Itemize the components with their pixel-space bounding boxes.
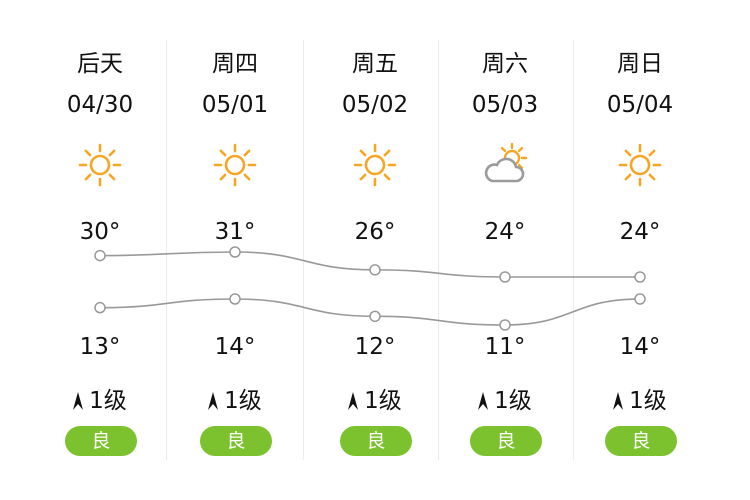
- day-column: 周四 05/01 31° 14° 1级 良: [167, 0, 303, 500]
- sunny-icon: [615, 140, 665, 190]
- wind-text: 1级: [89, 388, 127, 414]
- day-column: 后天 04/30 30° 13° 1级 良: [32, 0, 168, 500]
- wind-level: 1级: [572, 381, 708, 415]
- wind-level: 1级: [437, 381, 573, 415]
- aqi-badge: 良: [470, 426, 542, 456]
- low-temp: 14°: [214, 334, 256, 360]
- date-label: 05/01: [201, 92, 269, 118]
- day-column: 周日 05/04 24° 14° 1级 良: [572, 0, 708, 500]
- aqi-badge: 良: [200, 426, 272, 456]
- wind-text: 1级: [364, 388, 402, 414]
- wind-level: 1级: [307, 381, 443, 415]
- low-temp: 11°: [484, 334, 526, 360]
- wind-direction-icon: [613, 392, 624, 410]
- sunny-icon: [210, 140, 260, 190]
- low-temp: 12°: [354, 334, 396, 360]
- divider: [166, 40, 167, 460]
- low-temp: 14°: [619, 334, 661, 360]
- low-temp-point: [499, 319, 511, 331]
- high-temp: 31°: [214, 219, 256, 245]
- date-label: 05/04: [606, 92, 674, 118]
- wind-text: 1级: [224, 388, 262, 414]
- aqi-badge: 良: [65, 426, 137, 456]
- wind-text: 1级: [494, 388, 532, 414]
- day-label: 周五: [352, 51, 398, 77]
- high-temp-point: [229, 246, 241, 258]
- wind-level: 1级: [167, 381, 303, 415]
- high-temp-point: [499, 271, 511, 283]
- partly-cloudy-icon: [480, 140, 530, 190]
- divider: [303, 40, 304, 460]
- high-temp-point: [94, 249, 106, 262]
- high-temp: 26°: [354, 219, 396, 245]
- day-label: 周日: [617, 51, 663, 77]
- high-temp: 30°: [79, 219, 121, 245]
- wind-level: 1级: [32, 381, 168, 415]
- day-column: 周六 05/03 24° 11° 1级 良: [437, 0, 573, 500]
- day-label: 后天: [77, 51, 123, 77]
- low-temp-point: [229, 293, 241, 305]
- low-temp: 13°: [79, 334, 121, 360]
- high-temp: 24°: [619, 219, 661, 245]
- aqi-badge: 良: [340, 426, 412, 456]
- day-label: 周四: [212, 51, 258, 77]
- sunny-icon: [350, 140, 400, 190]
- wind-text: 1级: [629, 388, 667, 414]
- wind-direction-icon: [73, 392, 84, 410]
- high-temp-point: [369, 264, 381, 276]
- date-label: 04/30: [66, 92, 134, 118]
- day-column: 周五 05/02 26° 12° 1级 良: [307, 0, 443, 500]
- divider: [573, 40, 574, 460]
- high-temp-point: [634, 271, 646, 283]
- wind-direction-icon: [208, 392, 219, 410]
- sunny-icon: [75, 140, 125, 190]
- day-label: 周六: [482, 51, 528, 77]
- wind-direction-icon: [348, 392, 359, 410]
- aqi-badge: 良: [605, 426, 677, 456]
- low-temp-point: [94, 301, 106, 314]
- low-temp-point: [634, 293, 646, 305]
- high-temp: 24°: [484, 219, 526, 245]
- divider: [438, 40, 439, 460]
- wind-direction-icon: [478, 392, 489, 410]
- date-label: 05/02: [341, 92, 409, 118]
- low-temp-point: [369, 310, 381, 323]
- date-label: 05/03: [471, 92, 539, 118]
